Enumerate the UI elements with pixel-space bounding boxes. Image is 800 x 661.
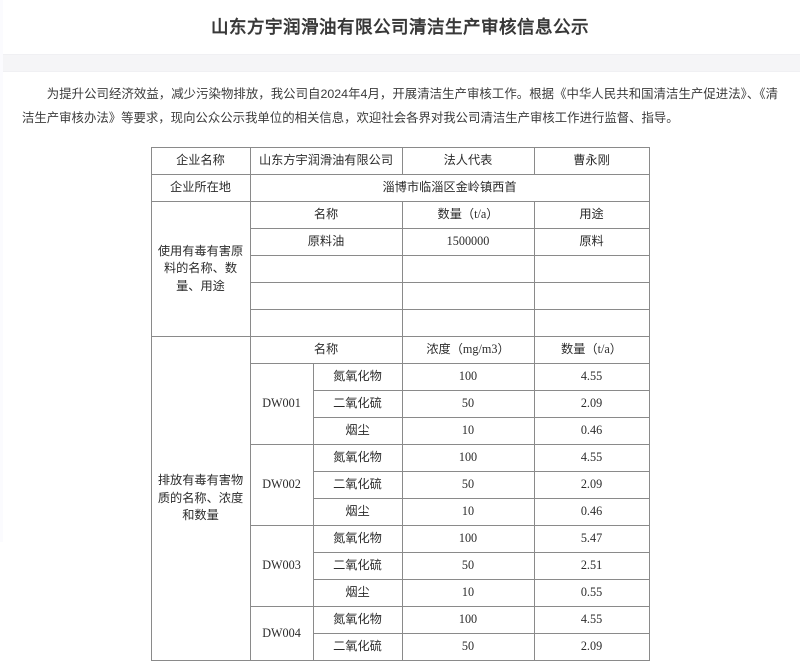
pollutant-concentration: 100 xyxy=(401,525,535,554)
pollutant-name: 二氧化硫 xyxy=(312,633,403,661)
pollutant-concentration: 50 xyxy=(401,633,535,661)
raw-material-name xyxy=(249,282,403,311)
pollutant-name: 氮氧化物 xyxy=(312,363,403,392)
location-label: 企业所在地 xyxy=(150,174,251,203)
raw-material-use xyxy=(533,282,650,311)
pollutant-name: 烟尘 xyxy=(312,498,403,527)
raw-material-use xyxy=(533,255,650,284)
pollutant-name: 二氧化硫 xyxy=(312,390,403,419)
table-row: 企业所在地 淄博市临淄区金岭镇西首 xyxy=(150,174,650,203)
emissions-label: 排放有毒有害物质的名称、浓度和数量 xyxy=(150,336,251,661)
pollutant-quantity: 5.47 xyxy=(533,525,650,554)
raw-material-use: 原料 xyxy=(533,228,650,257)
page-title: 山东方宇润滑油有限公司清洁生产审核信息公示 xyxy=(211,17,589,37)
pollutant-concentration: 10 xyxy=(401,579,535,608)
raw-material-header-name: 名称 xyxy=(249,201,403,230)
pollutant-name: 氮氧化物 xyxy=(312,606,403,635)
company-name-value: 山东方宇润滑油有限公司 xyxy=(249,147,403,176)
table-row: 二氧化硫 50 2.09 xyxy=(151,390,650,419)
table-row: DW001 氮氧化物 100 4.55 xyxy=(151,363,650,446)
raw-material-qty xyxy=(401,309,535,338)
table-row: 烟尘 10 0.46 xyxy=(151,498,650,527)
left-edge-stripe xyxy=(0,0,3,542)
pollutant-name: 二氧化硫 xyxy=(312,471,403,500)
company-info-table: 企业名称 山东方宇润滑油有限公司 法人代表 曹永刚 企业所在地 淄博市临淄区金岭… xyxy=(150,147,650,661)
raw-material-use xyxy=(533,309,650,338)
pollutant-quantity: 0.46 xyxy=(533,498,650,527)
pollutant-name: 氮氧化物 xyxy=(312,525,403,554)
table-row: DW002 氮氧化物 100 4.55 xyxy=(151,444,650,527)
pollutant-concentration: 50 xyxy=(401,471,535,500)
intro-paragraph: 为提升公司经济效益，减少污染物排放，我公司自2024年4月，开展清洁生产审核工作… xyxy=(22,86,778,126)
pollutant-concentration: 100 xyxy=(401,444,535,473)
outlet-code: DW004 xyxy=(249,606,314,661)
pollutant-quantity: 4.55 xyxy=(533,606,650,635)
pollutant-concentration: 10 xyxy=(401,498,535,527)
pollutant-concentration: 100 xyxy=(401,606,535,635)
location-value: 淄博市临淄区金岭镇西首 xyxy=(249,174,650,203)
raw-material-qty: 1500000 xyxy=(401,228,535,257)
pollutant-quantity: 4.55 xyxy=(533,363,650,392)
pollutant-concentration: 10 xyxy=(401,417,535,446)
header-divider-band xyxy=(0,53,800,72)
outlet-code: DW002 xyxy=(249,444,314,527)
raw-material-header-use: 用途 xyxy=(533,201,650,230)
company-name-label: 企业名称 xyxy=(150,147,251,176)
raw-material-qty xyxy=(401,255,535,284)
raw-material-qty xyxy=(401,282,535,311)
emissions-header-concentration: 浓度（mg/m3） xyxy=(401,336,535,365)
table-container: 企业名称 山东方宇润滑油有限公司 法人代表 曹永刚 企业所在地 淄博市临淄区金岭… xyxy=(0,131,800,661)
raw-material-label: 使用有毒有害原料的名称、数量、用途 xyxy=(150,201,251,338)
pollutant-quantity: 2.09 xyxy=(533,471,650,500)
raw-material-name xyxy=(249,255,403,284)
table-row: 原料油 1500000 原料 xyxy=(151,228,650,257)
table-row xyxy=(151,282,650,311)
table-row: 排放有毒有害物质的名称、浓度和数量 名称 浓度（mg/m3） 数量（t/a） xyxy=(150,336,650,661)
table-row: 企业名称 山东方宇润滑油有限公司 法人代表 曹永刚 xyxy=(150,147,650,176)
pollutant-name: 烟尘 xyxy=(312,579,403,608)
raw-material-name xyxy=(249,309,403,338)
pollutant-concentration: 50 xyxy=(401,390,535,419)
pollutant-quantity: 4.55 xyxy=(533,444,650,473)
pollutant-quantity: 2.09 xyxy=(533,390,650,419)
table-row xyxy=(151,255,650,284)
pollutant-concentration: 100 xyxy=(401,363,535,392)
outlet-code: DW001 xyxy=(249,363,314,446)
pollutant-name: 烟尘 xyxy=(312,417,403,446)
pollutant-name: 氮氧化物 xyxy=(312,444,403,473)
emissions-header-name: 名称 xyxy=(249,336,403,365)
raw-material-header-qty: 数量（t/a） xyxy=(401,201,535,230)
pollutant-quantity: 2.09 xyxy=(533,633,650,661)
pollutant-concentration: 50 xyxy=(401,552,535,581)
emissions-header-qty: 数量（t/a） xyxy=(533,336,650,365)
table-row: 烟尘 10 0.46 xyxy=(151,417,650,446)
outlet-code: DW003 xyxy=(249,525,314,608)
pollutant-quantity: 2.51 xyxy=(533,552,650,581)
pollutant-name: 二氧化硫 xyxy=(312,552,403,581)
pollutant-quantity: 0.46 xyxy=(533,417,650,446)
pollutant-quantity: 0.55 xyxy=(533,579,650,608)
legal-rep-label: 法人代表 xyxy=(401,147,535,176)
legal-rep-value: 曹永刚 xyxy=(533,147,650,176)
raw-material-name: 原料油 xyxy=(249,228,403,257)
table-row: 使用有毒有害原料的名称、数量、用途 名称 数量（t/a） 用途 xyxy=(150,201,650,338)
